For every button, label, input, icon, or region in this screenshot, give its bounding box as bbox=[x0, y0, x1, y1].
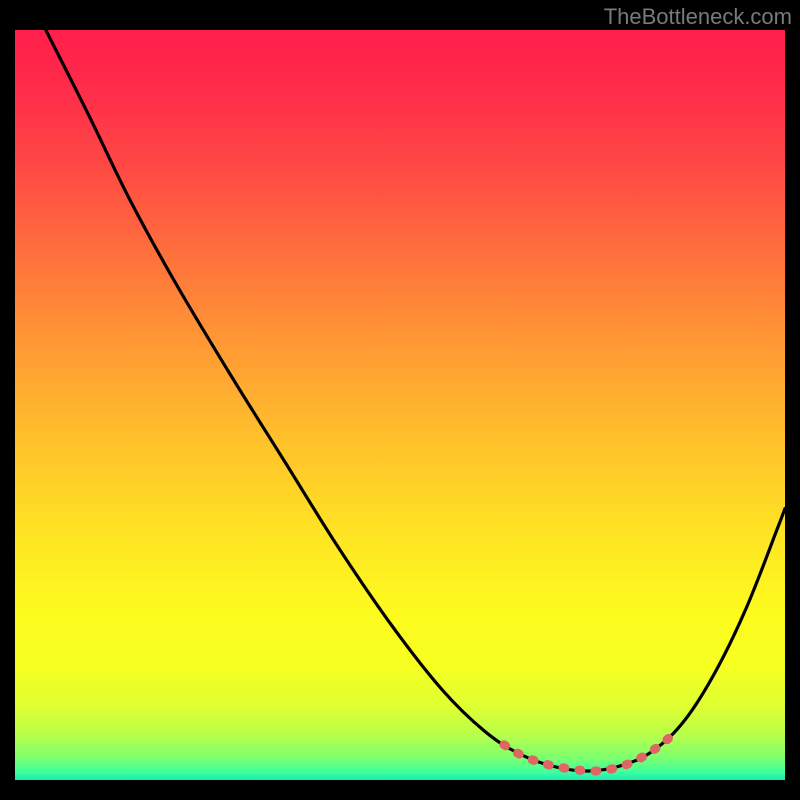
main-curve bbox=[46, 30, 785, 771]
dotted-overlay bbox=[504, 730, 677, 771]
chart-region bbox=[15, 30, 785, 780]
chart-curve-layer bbox=[15, 30, 785, 780]
watermark-text: TheBottleneck.com bbox=[604, 4, 792, 30]
